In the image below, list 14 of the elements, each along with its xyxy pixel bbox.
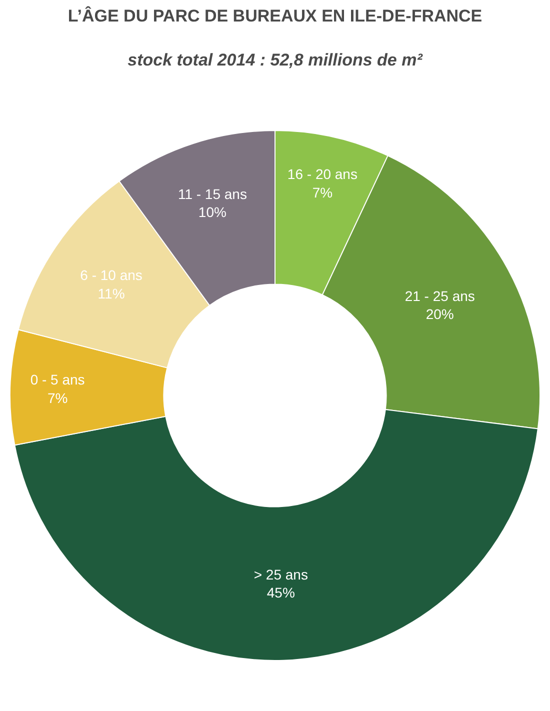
slice-label: 16 - 20 ans bbox=[287, 166, 358, 182]
chart-title: L’ÂGE DU PARC DE BUREAUX EN ILE-DE-FRANCE bbox=[68, 5, 482, 26]
slice-label: 0 - 5 ans bbox=[30, 372, 85, 388]
data-label: 20% bbox=[426, 306, 454, 322]
data-label: 7% bbox=[312, 184, 333, 200]
data-label: 7% bbox=[47, 390, 68, 406]
chart-subtitle: stock total 2014 : 52,8 millions de m² bbox=[128, 50, 424, 70]
slice-label: 6 - 10 ans bbox=[80, 267, 142, 284]
data-label: 11% bbox=[98, 285, 125, 302]
data-label: 10% bbox=[198, 204, 226, 220]
data-label: 45% bbox=[266, 584, 295, 601]
slice-label: 21 - 25 ans bbox=[404, 288, 475, 304]
slice-label: 11 - 15 ans bbox=[178, 186, 247, 202]
slice-label: > 25 ans bbox=[254, 566, 308, 582]
